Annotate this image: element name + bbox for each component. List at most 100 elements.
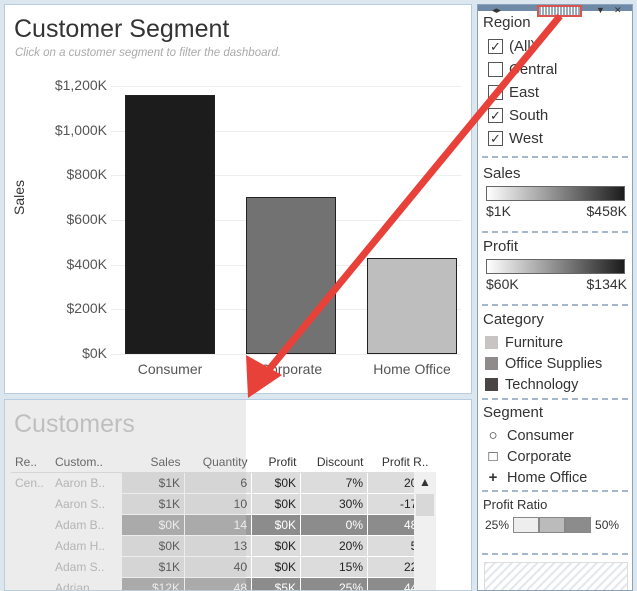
table-cell: $0K bbox=[251, 493, 301, 515]
region-option-label: Central bbox=[509, 61, 558, 78]
y-tick-label: $800K bbox=[66, 166, 107, 183]
chevron-up-icon[interactable]: ▲ bbox=[419, 475, 431, 489]
table-cell: $0K bbox=[251, 535, 301, 557]
segment-legend-item[interactable]: + Home Office bbox=[485, 467, 632, 488]
profit-ratio-max: 50% bbox=[595, 518, 620, 532]
region-option-label: (All) bbox=[509, 38, 536, 55]
bar-home-office[interactable] bbox=[367, 257, 457, 354]
table-cell bbox=[11, 557, 51, 578]
sales-title: Sales bbox=[483, 165, 521, 182]
scrollbar-thumb[interactable] bbox=[416, 494, 434, 516]
table-cell: $0K bbox=[251, 472, 301, 494]
profit-max: $134K bbox=[586, 276, 627, 292]
profit-gradient bbox=[486, 259, 625, 274]
divider bbox=[482, 304, 628, 306]
table-cell: 7% bbox=[300, 472, 368, 494]
table-cell: 6 bbox=[184, 472, 252, 494]
checkbox-checked-icon[interactable]: ✓ bbox=[488, 131, 503, 146]
customer-segment-panel: Customer Segment Click on a customer seg… bbox=[4, 4, 472, 394]
segment-title: Segment bbox=[483, 404, 544, 421]
profit-ratio-legend: Profit Ratio 25% 50% bbox=[478, 497, 632, 534]
region-option[interactable]: ✓ East bbox=[488, 81, 632, 104]
table-cell: $0K bbox=[121, 535, 185, 557]
table-header-row: Re.. Custom.. Sales Quantity Profit Discount P… bbox=[11, 452, 433, 473]
table-cell: 15% bbox=[300, 556, 368, 578]
table-row[interactable]: Cen..Aaron B..$1K6$0K7%20% bbox=[11, 472, 433, 494]
bar-consumer[interactable] bbox=[125, 94, 215, 354]
table-cell: $0K bbox=[251, 514, 301, 536]
sales-min: $1K bbox=[486, 203, 511, 219]
table-cell: 0% bbox=[300, 514, 368, 536]
table-cell bbox=[11, 494, 51, 515]
table-cell: Cen.. bbox=[15, 476, 44, 491]
region-option[interactable]: ✓ South bbox=[488, 104, 632, 127]
profit-ratio-scale bbox=[513, 517, 592, 533]
divider bbox=[482, 490, 628, 492]
plus-icon: + bbox=[488, 469, 498, 486]
y-tick-label: $200K bbox=[66, 300, 107, 317]
y-tick-label: $600K bbox=[66, 211, 107, 227]
checkbox-empty-icon[interactable] bbox=[488, 62, 503, 77]
table-cell: Aaron S.. bbox=[55, 497, 106, 511]
table-cell: Adam S.. bbox=[55, 560, 105, 574]
square-icon: □ bbox=[488, 448, 498, 465]
table-cell: $0K bbox=[251, 556, 301, 578]
gridline bbox=[111, 86, 461, 87]
y-tick-label: $1,000K bbox=[54, 121, 107, 138]
table-cell: $0K bbox=[121, 514, 185, 536]
close-icon[interactable]: ✕ bbox=[614, 5, 622, 15]
category-legend: Category Furniture Office Supplies Technol… bbox=[478, 311, 632, 395]
column-header[interactable]: Discount bbox=[300, 452, 368, 473]
region-option[interactable]: Central bbox=[488, 58, 632, 81]
checkbox-checked-icon[interactable]: ✓ bbox=[488, 108, 503, 123]
x-tick-label: Home Office bbox=[373, 361, 451, 377]
chart-title: Customer Segment bbox=[14, 15, 230, 43]
move-icon[interactable]: ◂▸ bbox=[492, 5, 502, 15]
region-option-label: West bbox=[509, 130, 543, 147]
divider bbox=[482, 156, 628, 158]
column-header[interactable]: Profit R.. bbox=[367, 452, 433, 473]
column-header[interactable]: Profit bbox=[251, 452, 301, 473]
chart-subtitle: Click on a customer segment to filter th… bbox=[15, 47, 281, 59]
checkbox-checked-icon[interactable]: ✓ bbox=[488, 39, 503, 54]
color-swatch bbox=[485, 336, 498, 349]
sales-gradient bbox=[486, 186, 625, 201]
region-option[interactable]: ✓ (All) bbox=[488, 35, 632, 58]
segment-legend-item[interactable]: □ Corporate bbox=[485, 446, 632, 467]
column-header[interactable]: Re.. bbox=[11, 452, 51, 473]
column-header[interactable]: Quantity bbox=[184, 452, 252, 473]
sales-legend: Sales $1K $458K bbox=[478, 165, 632, 219]
category-legend-item[interactable]: Furniture bbox=[485, 332, 632, 353]
column-header[interactable]: Custom.. bbox=[51, 452, 122, 473]
divider bbox=[482, 231, 628, 233]
checkbox-checked-icon[interactable]: ✓ bbox=[488, 85, 503, 100]
profit-min: $60K bbox=[486, 276, 519, 292]
bar-chart[interactable]: $0K $200K $400K $600K $800K $1,000K $1,200K Con… bbox=[5, 5, 473, 395]
table-cell: 13 bbox=[184, 535, 252, 557]
category-label: Office Supplies bbox=[505, 355, 603, 372]
category-label: Technology bbox=[505, 376, 579, 393]
empty-area bbox=[484, 562, 628, 590]
segment-label: Home Office bbox=[507, 469, 588, 486]
table-cell: Adam H.. bbox=[55, 539, 106, 553]
bar-corporate[interactable] bbox=[246, 196, 336, 354]
region-option[interactable]: ✓ West bbox=[488, 127, 632, 150]
table-cell: $5K bbox=[251, 577, 301, 590]
segment-legend-item[interactable]: ○ Consumer bbox=[485, 425, 632, 446]
dropdown-icon[interactable]: ▼ bbox=[596, 5, 605, 15]
table-cell: Adrian .. bbox=[55, 581, 100, 591]
table-cell: 48 bbox=[184, 577, 252, 590]
table-cell: $1K bbox=[121, 472, 185, 494]
filters-sidebar: ◂▸ ▼ ✕ Region ✓ (All) Central ✓ East ✓ South ✓ W… bbox=[477, 4, 633, 591]
profit-legend: Profit $60K $134K bbox=[478, 238, 632, 292]
color-swatch bbox=[485, 378, 498, 391]
category-legend-item[interactable]: Office Supplies bbox=[485, 353, 632, 374]
table-cell: $1K bbox=[121, 493, 185, 515]
category-legend-item[interactable]: Technology bbox=[485, 374, 632, 395]
column-header[interactable]: Sales bbox=[121, 452, 185, 473]
